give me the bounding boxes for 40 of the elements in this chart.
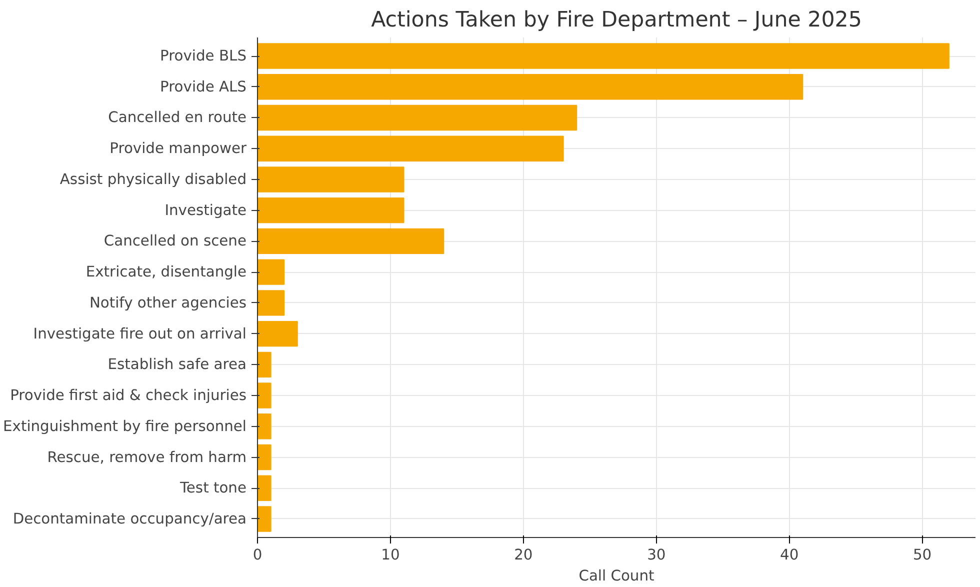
y-tick-label: Notify other agencies [89, 294, 246, 312]
bar [258, 320, 298, 347]
y-tick-label: Decontaminate occupancy/area [12, 510, 247, 528]
y-tick-label: Investigate [164, 202, 247, 219]
x-tick-label: 10 [381, 546, 400, 564]
x-tick-label: 0 [252, 546, 262, 564]
x-tick-label: 20 [514, 546, 533, 564]
bar [258, 290, 285, 316]
y-tick-label: Cancelled en route [108, 109, 246, 126]
bar [258, 197, 404, 224]
y-tick-label: Cancelled on scene [104, 232, 247, 250]
bar [258, 104, 578, 131]
bar [258, 475, 272, 501]
chart-title: Actions Taken by Fire Department – June 2025 [371, 8, 862, 32]
bar [258, 166, 404, 192]
y-tick-label: Extinguishment by fire personnel [3, 418, 247, 435]
bar [258, 444, 272, 470]
y-tick-label: Establish safe area [108, 356, 247, 374]
y-tick-label: Provide first aid & check injuries [10, 387, 247, 404]
x-tick-label: 50 [912, 546, 932, 564]
y-tick-label: Provide BLS [160, 48, 246, 65]
bar [258, 352, 272, 378]
y-tick-label: Investigate fire out on arrival [33, 325, 247, 342]
bar [258, 506, 272, 532]
y-tick-label: Extricate, disentangle [86, 264, 246, 281]
bar [258, 136, 564, 162]
bar [258, 414, 272, 440]
bar [258, 43, 950, 69]
x-tick-label: 30 [647, 546, 666, 564]
x-tick-label: 40 [780, 546, 799, 564]
bar [258, 74, 804, 100]
bar [258, 382, 272, 408]
y-tick-label: Provide manpower [110, 140, 248, 158]
y-tick-label: Rescue, remove from harm [47, 448, 247, 466]
bar [258, 259, 285, 285]
bar [258, 228, 444, 254]
y-tick-label: Test tone [178, 480, 247, 497]
y-tick-label: Provide ALS [160, 78, 247, 96]
y-tick-label: Assist physically disabled [60, 170, 247, 188]
x-axis-title: Call Count [578, 568, 655, 584]
